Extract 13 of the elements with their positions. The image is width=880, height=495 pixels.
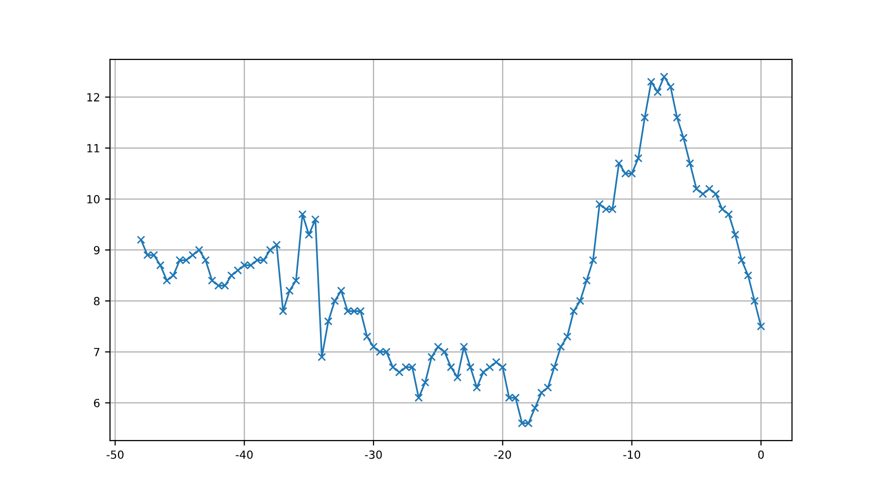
y-tick-label: 9 <box>94 246 100 254</box>
y-tick-label: 8 <box>94 296 100 306</box>
y-tick-label: 6 <box>94 398 100 408</box>
x-tick-label: 0 <box>758 450 764 459</box>
x-tick-label: -20 <box>494 450 512 459</box>
y-tick-label: 10 <box>87 194 100 204</box>
x-tick-label: -30 <box>364 450 382 459</box>
x-tick-label: -40 <box>236 450 253 459</box>
x-tick-label: -50 <box>106 450 124 459</box>
y-tick-label: 12 <box>87 93 100 102</box>
y-tick-label: 7 <box>94 348 100 356</box>
y-tick-label: 11 <box>87 144 100 152</box>
x-tick-label: -10 <box>623 450 640 459</box>
